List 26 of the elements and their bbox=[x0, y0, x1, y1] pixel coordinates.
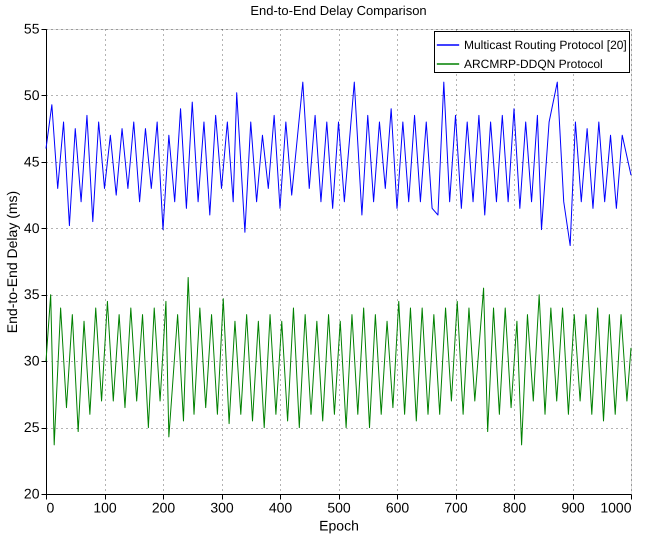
y-tick-label: 30 bbox=[24, 352, 40, 369]
x-tick-label: 800 bbox=[502, 500, 526, 516]
x-tick-label: 200 bbox=[152, 500, 176, 516]
chart-title: End-to-End Delay Comparison bbox=[250, 3, 427, 18]
x-tick-label: 0 bbox=[46, 500, 54, 516]
legend-label: Multicast Routing Protocol [20] bbox=[464, 38, 627, 52]
y-axis-title: End-to-End Delay (ms) bbox=[4, 190, 20, 334]
y-tick-label: 40 bbox=[24, 220, 40, 236]
y-tick-label: 50 bbox=[24, 86, 40, 103]
y-tick-label: 35 bbox=[24, 286, 40, 302]
line-series bbox=[46, 276, 632, 446]
x-tick-label: 100 bbox=[93, 500, 117, 516]
y-tick-label: 25 bbox=[24, 419, 40, 436]
y-tick-label: 45 bbox=[24, 153, 40, 170]
line-series bbox=[46, 82, 632, 246]
x-tick-label: 600 bbox=[386, 500, 410, 516]
x-axis-title: Epoch bbox=[319, 518, 359, 534]
legend-label: ARCMRP-DDQN Protocol bbox=[464, 57, 603, 71]
x-tick-label: 500 bbox=[327, 500, 351, 516]
x-tick-label: 700 bbox=[444, 500, 468, 516]
x-tick-label: 400 bbox=[268, 500, 292, 516]
y-tick-label: 55 bbox=[24, 20, 40, 36]
x-tick-label: 300 bbox=[210, 500, 234, 516]
x-tick-label: 1000 bbox=[600, 500, 632, 516]
x-tick-label: 900 bbox=[561, 500, 585, 516]
y-tick-label: 20 bbox=[24, 486, 40, 502]
